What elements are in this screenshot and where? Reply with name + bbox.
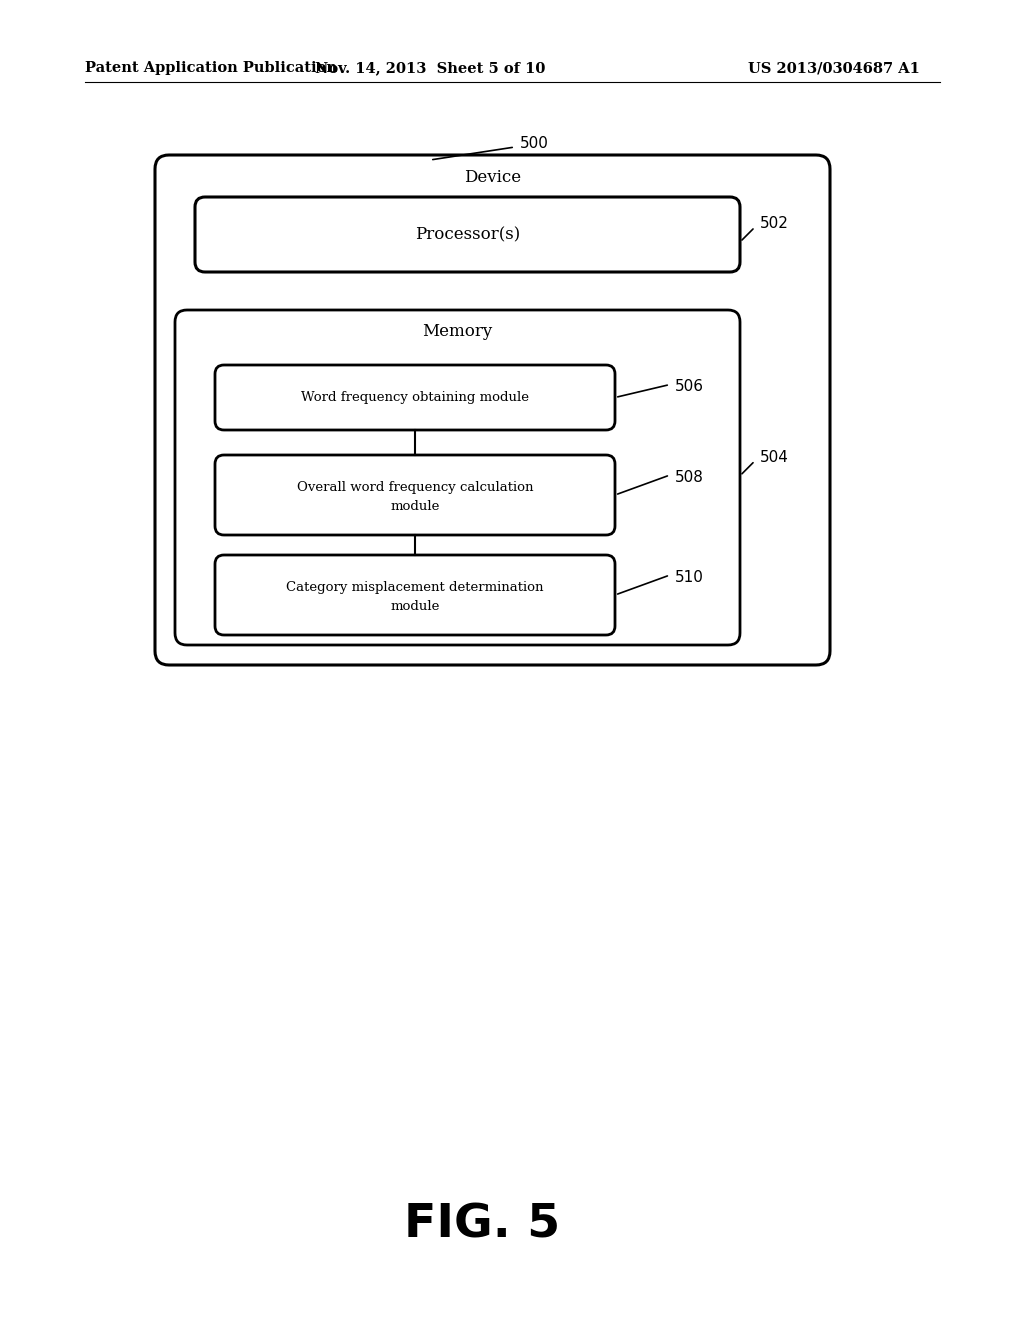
- FancyBboxPatch shape: [215, 554, 615, 635]
- Text: US 2013/0304687 A1: US 2013/0304687 A1: [749, 61, 920, 75]
- FancyBboxPatch shape: [155, 154, 830, 665]
- FancyBboxPatch shape: [215, 455, 615, 535]
- Text: module: module: [390, 601, 439, 614]
- Text: Processor(s): Processor(s): [415, 226, 520, 243]
- Text: 510: 510: [675, 569, 703, 585]
- Text: 502: 502: [760, 215, 788, 231]
- Text: Overall word frequency calculation: Overall word frequency calculation: [297, 480, 534, 494]
- Text: 506: 506: [675, 379, 705, 393]
- Text: module: module: [390, 500, 439, 513]
- Text: Category misplacement determination: Category misplacement determination: [287, 581, 544, 594]
- FancyBboxPatch shape: [175, 310, 740, 645]
- Text: FIG. 5: FIG. 5: [403, 1203, 560, 1247]
- FancyBboxPatch shape: [215, 366, 615, 430]
- Text: Memory: Memory: [422, 323, 493, 341]
- Text: 504: 504: [760, 450, 788, 465]
- Text: Device: Device: [464, 169, 521, 186]
- Text: 508: 508: [675, 470, 703, 484]
- Text: Word frequency obtaining module: Word frequency obtaining module: [301, 391, 529, 404]
- Text: Nov. 14, 2013  Sheet 5 of 10: Nov. 14, 2013 Sheet 5 of 10: [314, 61, 545, 75]
- Text: Patent Application Publication: Patent Application Publication: [85, 61, 337, 75]
- Text: 500: 500: [520, 136, 549, 150]
- FancyBboxPatch shape: [195, 197, 740, 272]
